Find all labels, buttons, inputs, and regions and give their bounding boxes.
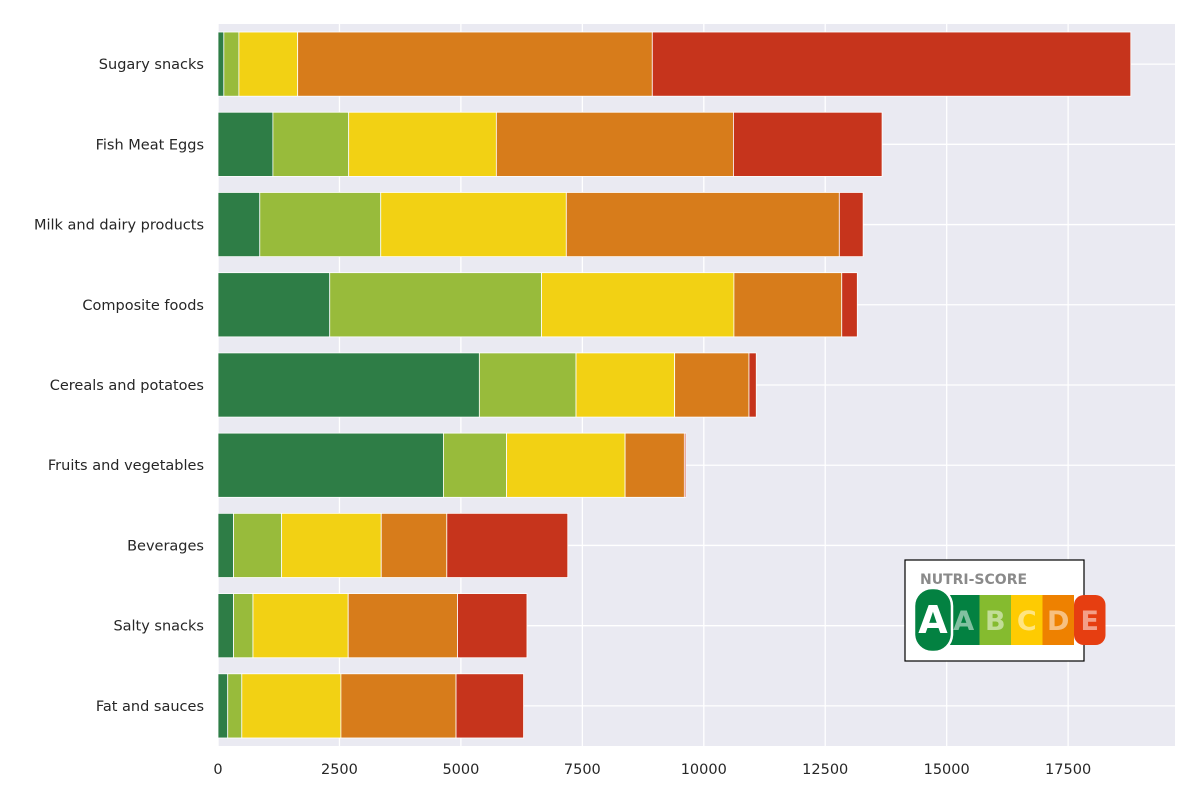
category-label-sugary-snacks: Sugary snacks: [99, 57, 204, 73]
bar-fish-meat-eggs-segment-2: [272, 111, 350, 177]
bar-fish-meat-eggs-segment-1: [217, 111, 274, 177]
bar-salty-snacks-segment-1: [217, 593, 234, 659]
bar-fat-and-sauces-segment-1: [217, 673, 229, 739]
bar-composite-foods-segment-4: [733, 272, 843, 338]
bar-sugary-snacks-segment-3: [238, 31, 299, 97]
category-label-fat-and-sauces: Fat and sauces: [96, 699, 204, 715]
bar-fish-meat-eggs-segment-4: [495, 111, 734, 177]
bar-beverages-segment-2: [233, 512, 283, 578]
bar-fruits-and-vegetables-segment-3: [506, 432, 626, 498]
bar-salty-snacks-segment-4: [347, 593, 458, 659]
bar-fruits-and-vegetables-segment-5: [683, 432, 687, 498]
bar-fish-meat-eggs-segment-5: [733, 111, 883, 177]
bar-cereals-and-potatoes-segment-4: [674, 352, 750, 418]
category-label-composite-foods: Composite foods: [82, 298, 204, 314]
bar-salty-snacks-segment-5: [457, 593, 528, 659]
logo-grade-strip: A B C D EA: [912, 586, 1106, 654]
category-label-beverages: Beverages: [127, 538, 204, 554]
bar-cereals-and-potatoes-segment-5: [748, 352, 757, 418]
bar-fruits-and-vegetables-segment-1: [217, 432, 444, 498]
bar-cereals-and-potatoes-segment-1: [217, 352, 480, 418]
x-tick-label: 0: [213, 762, 222, 778]
bar-beverages-segment-1: [217, 512, 234, 578]
grade-d-segment: [1042, 595, 1074, 645]
category-label-salty-snacks: Salty snacks: [113, 619, 204, 635]
bar-milk-and-dairy-products-segment-4: [565, 192, 840, 258]
bar-milk-and-dairy-products-segment-1: [217, 192, 261, 258]
bar-fat-and-sauces-segment-3: [241, 673, 342, 739]
bars: [217, 31, 1132, 739]
x-tick-label: 7500: [564, 762, 601, 778]
bar-cereals-and-potatoes-segment-2: [478, 352, 577, 418]
x-tick-label: 5000: [442, 762, 479, 778]
grade-d-letter: D: [1047, 606, 1069, 637]
selected-grade-badge: [912, 586, 954, 654]
bar-composite-foods-segment-2: [329, 272, 542, 338]
grade-c-segment: [1011, 595, 1043, 645]
bar-fish-meat-eggs-segment-3: [348, 111, 497, 177]
category-tick-labels: Sugary snacks Fish Meat Eggs Milk and dair…: [34, 57, 204, 715]
x-tick-label: 15000: [924, 762, 970, 778]
bar-fat-and-sauces-segment-4: [340, 673, 457, 739]
bar-cereals-and-potatoes-segment-3: [575, 352, 676, 418]
grade-b-letter: B: [985, 606, 1006, 637]
bar-fruits-and-vegetables-segment-2: [443, 432, 507, 498]
bar-fat-and-sauces-segment-2: [227, 673, 243, 739]
bar-milk-and-dairy-products-segment-3: [380, 192, 567, 258]
grade-e-segment: [1074, 595, 1106, 645]
bar-composite-foods-segment-1: [217, 272, 331, 338]
category-label-milk-and-dairy-products: Milk and dairy products: [34, 218, 204, 234]
x-tick-labels: 0 2500 5000 7500 10000 12500 15000 17500: [213, 762, 1091, 778]
grade-b-segment: [979, 595, 1011, 645]
grade-c-letter: C: [1017, 606, 1037, 637]
category-label-fruits-and-vegetables: Fruits and vegetables: [48, 458, 204, 474]
bar-sugary-snacks-segment-2: [223, 31, 240, 97]
selected-grade-letter: A: [918, 598, 948, 642]
bar-sugary-snacks-segment-1: [217, 31, 225, 97]
grade-a-letter: A: [953, 606, 974, 637]
nutri-score-logo: NUTRI-SCORE A B C D EA: [904, 559, 1106, 662]
bar-sugary-snacks-segment-5: [651, 31, 1132, 97]
bar-sugary-snacks-segment-4: [297, 31, 653, 97]
bar-milk-and-dairy-products-segment-5: [838, 192, 864, 258]
bar-milk-and-dairy-products-segment-2: [259, 192, 382, 258]
bar-composite-foods-segment-5: [841, 272, 858, 338]
bar-beverages-segment-4: [380, 512, 448, 578]
bar-salty-snacks-segment-3: [252, 593, 349, 659]
bar-salty-snacks-segment-2: [233, 593, 254, 659]
category-label-cereals-and-potatoes: Cereals and potatoes: [50, 378, 204, 394]
category-label-fish-meat-eggs: Fish Meat Eggs: [96, 137, 204, 153]
grade-e-letter: E: [1081, 606, 1099, 637]
x-tick-label: 17500: [1045, 762, 1091, 778]
bar-fat-and-sauces-segment-5: [455, 673, 524, 739]
x-tick-label: 12500: [802, 762, 848, 778]
bar-fruits-and-vegetables-segment-4: [624, 432, 685, 498]
x-tick-label: 10000: [681, 762, 727, 778]
logo-title: NUTRI-SCORE: [920, 572, 1027, 588]
bar-composite-foods-segment-3: [541, 272, 735, 338]
bar-beverages-segment-5: [446, 512, 569, 578]
bar-beverages-segment-3: [281, 512, 382, 578]
x-tick-label: 2500: [321, 762, 358, 778]
